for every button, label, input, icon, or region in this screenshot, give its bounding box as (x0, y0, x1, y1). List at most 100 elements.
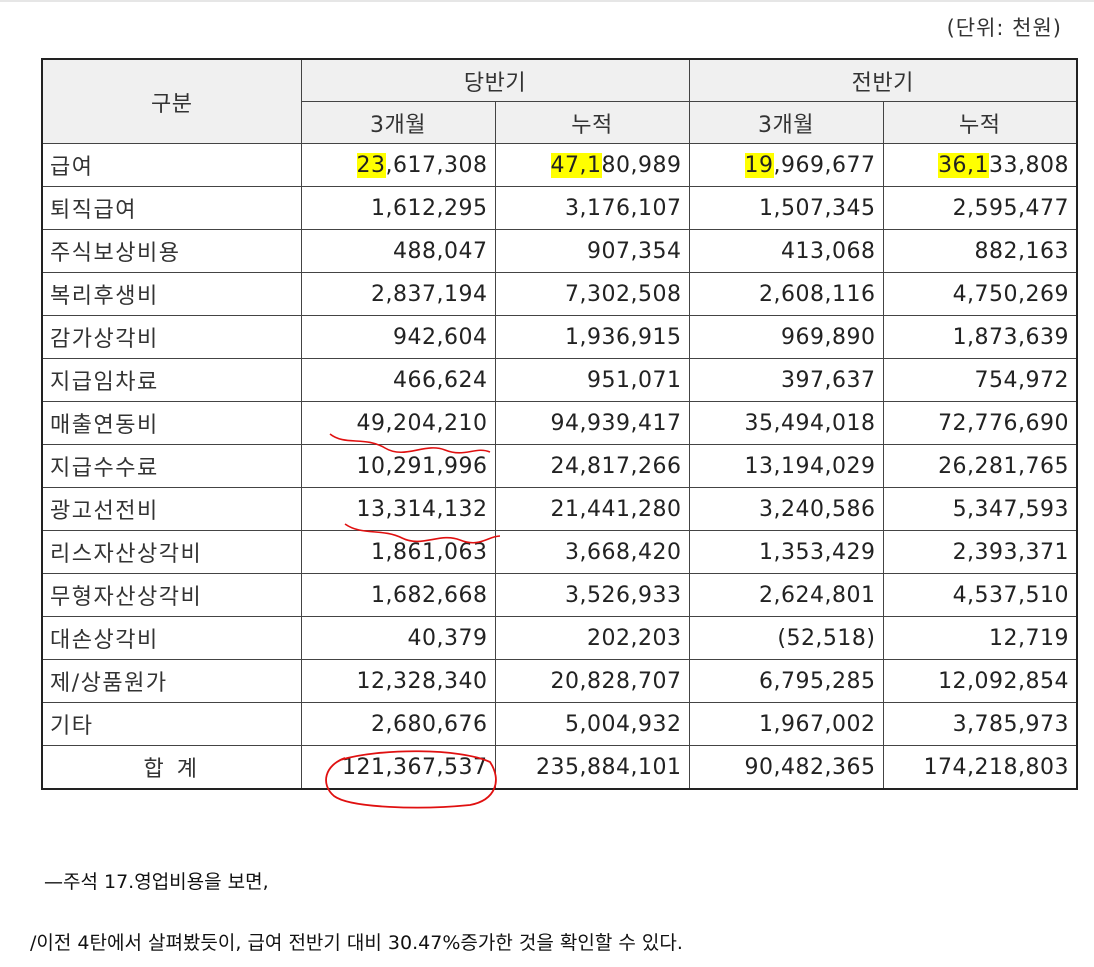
row-value: 202,203 (494, 616, 690, 660)
header-current-cumulative: 누적 (494, 101, 690, 144)
row-value: 488,047 (300, 229, 496, 273)
row-value: 2,837,194 (300, 272, 496, 316)
value-rest: ,617,308 (385, 152, 488, 178)
row-value: 942,604 (300, 315, 496, 359)
row-label: 기타 (41, 702, 302, 746)
row-value: 12,092,854 (882, 659, 1078, 703)
row-value: 174,218,803 (882, 745, 1078, 790)
highlighted-digits: 23 (356, 152, 386, 178)
row-value: 6,795,285 (688, 659, 884, 703)
row-value: 49,204,210 (300, 401, 496, 445)
table-row: 제/상품원가 12,328,340 20,828,707 6,795,285 12,09… (41, 659, 1078, 703)
row-value: 24,817,266 (494, 444, 690, 488)
row-value: 40,379 (300, 616, 496, 660)
row-value: 3,668,420 (494, 530, 690, 574)
row-label: 대손상각비 (41, 616, 302, 660)
row-label: 감가상각비 (41, 315, 302, 359)
row-value: 3,785,973 (882, 702, 1078, 746)
header-category: 구분 (41, 58, 302, 144)
highlighted-digits: 47,1 (550, 152, 602, 178)
row-value: 2,393,371 (882, 530, 1078, 574)
row-label: 복리후생비 (41, 272, 302, 316)
table-row: 지급임차료 466,624 951,071 397,637 754,972 (41, 358, 1078, 402)
table-row: 퇴직급여 1,612,295 3,176,107 1,507,345 2,595,477 (41, 186, 1078, 230)
row-value: 13,194,029 (688, 444, 884, 488)
header-current-half: 당반기 (300, 58, 690, 102)
row-value: 754,972 (882, 358, 1078, 402)
row-label: 지급수수료 (41, 444, 302, 488)
header-current-3m: 3개월 (300, 101, 496, 144)
table-row: 감가상각비 942,604 1,936,915 969,890 1,873,639 (41, 315, 1078, 359)
row-value: 1,682,668 (300, 573, 496, 617)
row-value: (52,518) (688, 616, 884, 660)
row-value: 13,314,132 (300, 487, 496, 531)
row-value: 23,617,308 (300, 143, 496, 187)
value-rest: ,969,677 (773, 152, 876, 178)
table-row: 지급수수료 10,291,996 24,817,266 13,194,029 26,28… (41, 444, 1078, 488)
highlighted-digits: 19 (744, 152, 774, 178)
row-value: 94,939,417 (494, 401, 690, 445)
row-value: 1,612,295 (300, 186, 496, 230)
row-label: 주식보상비용 (41, 229, 302, 273)
row-value: 969,890 (688, 315, 884, 359)
row-value: 2,608,116 (688, 272, 884, 316)
row-label: 무형자산상각비 (41, 573, 302, 617)
row-value: 2,624,801 (688, 573, 884, 617)
row-value: 12,328,340 (300, 659, 496, 703)
row-value: 2,680,676 (300, 702, 496, 746)
table-row: 광고선전비 13,314,132 21,441,280 3,240,586 5,347,… (41, 487, 1078, 531)
row-value: 882,163 (882, 229, 1078, 273)
row-value: 20,828,707 (494, 659, 690, 703)
row-label: 광고선전비 (41, 487, 302, 531)
row-value: 4,537,510 (882, 573, 1078, 617)
row-label: 퇴직급여 (41, 186, 302, 230)
row-value: 1,507,345 (688, 186, 884, 230)
row-value: 36,133,808 (882, 143, 1078, 187)
row-value: 72,776,690 (882, 401, 1078, 445)
table-row: 무형자산상각비 1,682,668 3,526,933 2,624,801 4,537,… (41, 573, 1078, 617)
unit-label: (단위: 천원) (946, 16, 1062, 40)
value-rest: 80,989 (601, 152, 682, 178)
row-value: 1,861,063 (300, 530, 496, 574)
note-line-2: /이전 4탄에서 살펴봤듯이, 급여 전반기 대비 30.47%증가한 것을 확… (30, 932, 683, 954)
row-value: 4,750,269 (882, 272, 1078, 316)
table-row: 매출연동비 49,204,210 94,939,417 35,494,018 72,77… (41, 401, 1078, 445)
row-value: 26,281,765 (882, 444, 1078, 488)
row-value: 397,637 (688, 358, 884, 402)
total-row: 합 계 121,367,537 235,884,101 90,482,365 174,2… (41, 745, 1078, 790)
row-value: 7,302,508 (494, 272, 690, 316)
table-row: 대손상각비 40,379 202,203 (52,518) 12,719 (41, 616, 1078, 660)
row-value: 907,354 (494, 229, 690, 273)
row-value: 121,367,537 (300, 745, 496, 790)
row-label: 지급임차료 (41, 358, 302, 402)
row-value: 2,595,477 (882, 186, 1078, 230)
row-label: 제/상품원가 (41, 659, 302, 703)
row-value: 5,347,593 (882, 487, 1078, 531)
table-row: 기타 2,680,676 5,004,932 1,967,002 3,785,973 (41, 702, 1078, 746)
row-value: 413,068 (688, 229, 884, 273)
row-value: 90,482,365 (688, 745, 884, 790)
row-value: 47,180,989 (494, 143, 690, 187)
value-rest: 33,808 (989, 152, 1070, 178)
row-value: 19,969,677 (688, 143, 884, 187)
row-value: 5,004,932 (494, 702, 690, 746)
row-label: 합 계 (41, 745, 302, 790)
row-value: 235,884,101 (494, 745, 690, 790)
row-value: 10,291,996 (300, 444, 496, 488)
row-value: 951,071 (494, 358, 690, 402)
header-previous-3m: 3개월 (688, 101, 884, 144)
row-value: 21,441,280 (494, 487, 690, 531)
row-value: 3,526,933 (494, 573, 690, 617)
operating-expense-table: 구분 당반기 전반기 3개월 누적 3개월 누적 급여 23,617,308 47,… (41, 58, 1079, 790)
row-value: 1,936,915 (494, 315, 690, 359)
top-divider (0, 0, 1094, 2)
table-row: 주식보상비용 488,047 907,354 413,068 882,163 (41, 229, 1078, 273)
row-label: 리스자산상각비 (41, 530, 302, 574)
table-row: 급여 23,617,308 47,180,989 19,969,677 36,133,8… (41, 143, 1078, 187)
row-value: 466,624 (300, 358, 496, 402)
row-label: 급여 (41, 143, 302, 187)
note-line-1: —주석 17.영업비용을 보면, (44, 871, 269, 893)
header-previous-half: 전반기 (688, 58, 1078, 102)
table-row: 리스자산상각비 1,861,063 3,668,420 1,353,429 2,393,… (41, 530, 1078, 574)
row-value: 3,176,107 (494, 186, 690, 230)
